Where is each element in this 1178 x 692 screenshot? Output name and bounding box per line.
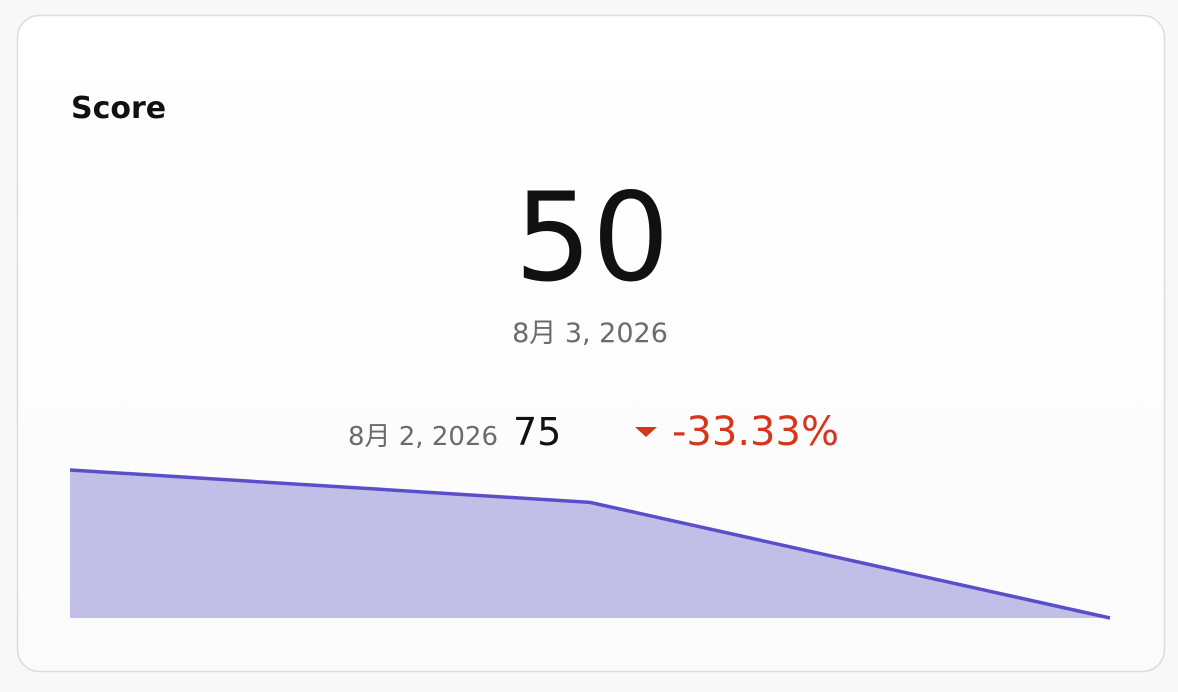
kpi-value: 50	[514, 167, 669, 309]
comparison-value: 75	[513, 410, 561, 454]
down-arrow-icon	[635, 427, 657, 437]
card-title: Score	[71, 91, 166, 126]
kpi-date: 8月 3, 2026	[512, 318, 668, 349]
sparkline-line	[69, 468, 1111, 620]
sparkline-area	[70, 470, 1110, 618]
comparison-date: 8月 2, 2026	[348, 422, 498, 452]
change-percent: -33.33%	[672, 409, 839, 455]
